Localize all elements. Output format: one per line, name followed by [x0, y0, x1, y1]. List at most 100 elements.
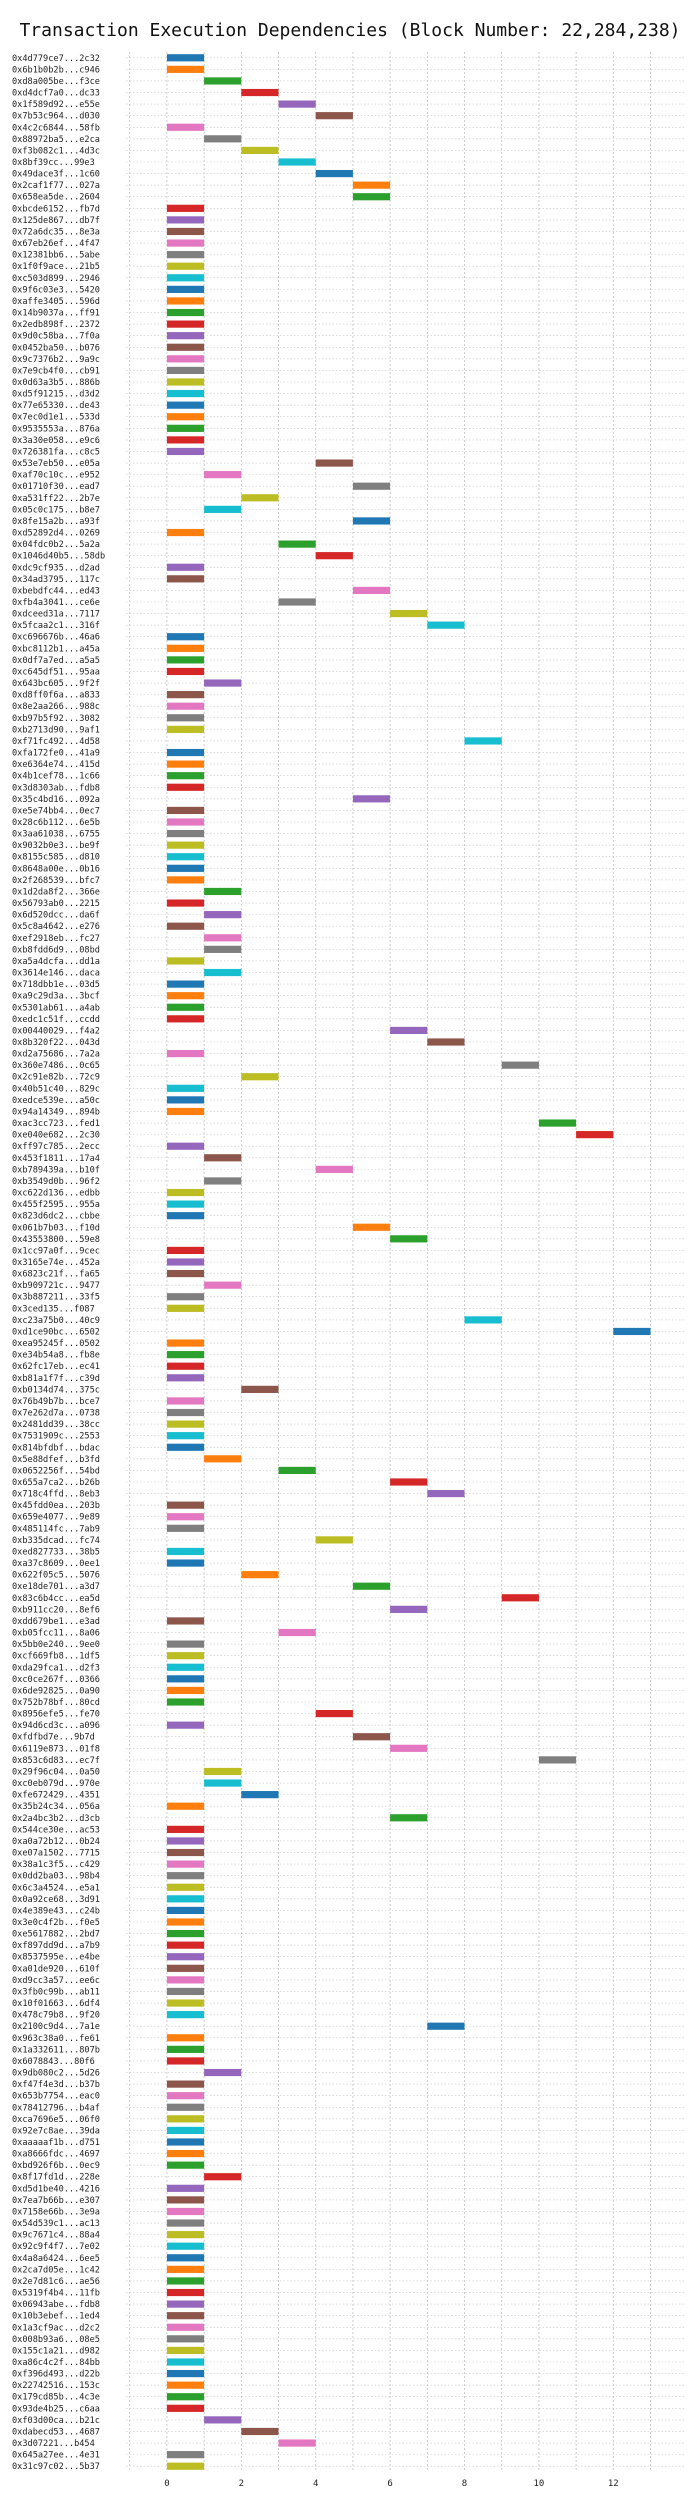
dependency-bar [166, 633, 205, 641]
dependency-bar [166, 841, 205, 849]
dependency-bar [315, 112, 353, 120]
dependency-bar [204, 934, 242, 942]
tx-label: 0x9032b0e3...be9f [12, 841, 100, 851]
dependency-bar [204, 911, 242, 919]
dependency-bar [166, 1999, 205, 2007]
tx-label: 0xe5617882...2bd7 [12, 1930, 100, 1940]
tx-label: 0x83c6b4cc...ea5d [12, 1594, 100, 1604]
tx-label: 0x6119e873...01f8 [12, 1744, 100, 1754]
tx-label: 0xc645df51...95aa [12, 667, 100, 677]
dependency-bar [166, 378, 205, 386]
tx-label: 0xac3cc723...fed1 [12, 1119, 100, 1129]
tx-label: 0xda29fca1...d2f3 [12, 1663, 100, 1673]
dependency-bar [166, 2335, 205, 2343]
dependency-bar [166, 876, 205, 884]
dependency-bar [166, 691, 205, 699]
tx-label: 0x3d07221...b454 [12, 2439, 95, 2449]
tx-label: 0x3d8303ab...fdb8 [12, 783, 100, 793]
dependency-bar [166, 1339, 205, 1347]
tx-label: 0x0dd2ba03...98b4 [12, 1872, 100, 1882]
tx-label: 0x2c91e82b...72c9 [12, 1073, 100, 1083]
dependency-bar [204, 77, 242, 85]
dependency-bar [166, 1107, 205, 1116]
tx-label: 0x645a27ee...4e31 [12, 2451, 100, 2461]
dependency-bar [204, 505, 242, 513]
tx-label: 0x8956efe5...fe70 [12, 1710, 100, 1720]
dependency-bar [166, 2369, 205, 2378]
dependency-bar [166, 1374, 205, 1382]
tx-label: 0xbebdfc44...ed43 [12, 586, 100, 596]
tx-label: 0x0d63a3b5...886b [12, 378, 100, 388]
dependency-bar [166, 702, 205, 710]
tx-label: 0xd52892d4...0269 [12, 529, 100, 539]
dependency-bar [241, 1571, 279, 1579]
tx-label: 0x1a332611...807b [12, 2045, 100, 2055]
dependency-bar [166, 2196, 205, 2204]
dependency-bar [166, 1513, 205, 1521]
dependency-bar [166, 2034, 205, 2042]
tx-label: 0x7158e66b...3e9a [12, 2207, 100, 2217]
tx-label: 0xca7696e5...06f0 [12, 2115, 100, 2125]
dependency-bar [352, 1582, 391, 1590]
tx-label: 0xa86c4c2f...84bb [12, 2358, 100, 2368]
tx-label: 0x8b320f22...043d [12, 1038, 100, 1048]
tx-label: 0x4b1cef78...1c66 [12, 772, 100, 782]
tx-label: 0x061b7b03...f10d [12, 1223, 100, 1233]
tx-label: 0xa01de920...610f [12, 1964, 100, 1974]
dependency-bar [390, 1235, 428, 1243]
tx-label: 0x814bfdbf...bdac [12, 1443, 100, 1453]
dependency-bar [352, 181, 391, 189]
dependency-bar [166, 2381, 205, 2389]
dependency-bar [166, 1003, 205, 1011]
tx-label: 0xb3549d0b...96f2 [12, 1177, 100, 1187]
tx-label: 0xa531ff22...2b7e [12, 494, 100, 504]
dependency-bar [427, 1489, 465, 1498]
dependency-bar [166, 204, 205, 212]
dependency-bar [166, 2462, 205, 2470]
dependency-bar [352, 193, 391, 201]
dependency-bar [204, 1767, 242, 1776]
tx-label: 0x4d779ce7...2c32 [12, 54, 100, 64]
tx-label: 0x1cc97a0f...9cec [12, 1246, 100, 1256]
dependency-bar [166, 2312, 205, 2320]
tx-label: 0x8bf39cc...99e3 [12, 158, 95, 168]
tx-label: 0xb2713d90...9af1 [12, 725, 100, 735]
x-tick-label: 6 [387, 2479, 392, 2489]
tx-label: 0x4e389e43...c24b [12, 1906, 100, 1916]
dependency-bar [166, 725, 205, 733]
tx-label: 0x823d6dc2...cbbe [12, 1212, 100, 1222]
tx-label: 0xf03d00ca...b21c [12, 2416, 100, 2426]
dependency-bar [166, 2288, 205, 2297]
dependency-bar [166, 1872, 205, 1880]
tx-label: 0x3b887211...33f5 [12, 1293, 100, 1303]
dependency-bar [166, 413, 205, 421]
tx-label: 0xe5e74bb4...0ec7 [12, 806, 100, 816]
dependency-bar [166, 1837, 205, 1845]
tx-label: 0x35c4bd16...092a [12, 795, 100, 805]
tx-label: 0x10b3ebef...1ed4 [12, 2312, 100, 2322]
dependency-bar [166, 2277, 205, 2285]
tx-label: 0x8155c585...d810 [12, 853, 100, 863]
dependency-bar [204, 1281, 242, 1289]
dependency-bar [166, 1362, 205, 1370]
tx-label: 0xc503d899...2946 [12, 274, 100, 284]
tx-label: 0xb05fcc11...8a06 [12, 1629, 100, 1639]
dependency-bar [352, 482, 391, 490]
tx-label: 0x67eb26ef...4f47 [12, 239, 100, 249]
tx-label: 0xc696676b...46a6 [12, 633, 100, 643]
tx-label: 0x53e7eb50...e05a [12, 459, 100, 469]
tx-label: 0x453f1811...17a4 [12, 1154, 100, 1164]
tx-label: 0x718c4ffd...8eb3 [12, 1490, 100, 1500]
tx-label: 0xb909721c...9477 [12, 1281, 100, 1291]
tx-label: 0x455f2595...955a [12, 1200, 100, 1210]
dependency-bar [278, 1466, 316, 1475]
dependency-bar [241, 146, 279, 155]
tx-label: 0xed827733...38b5 [12, 1547, 100, 1557]
tx-label: 0xd2a75686...7a2a [12, 1050, 100, 1060]
dependency-bar [166, 818, 205, 826]
tx-label: 0x8648a00e...0b16 [12, 864, 100, 874]
tx-label: 0x22742516...153c [12, 2381, 100, 2391]
dependency-bar [166, 424, 205, 432]
dependency-bar [166, 1293, 205, 1301]
tx-label: 0x653b7754...eac0 [12, 2092, 100, 2102]
